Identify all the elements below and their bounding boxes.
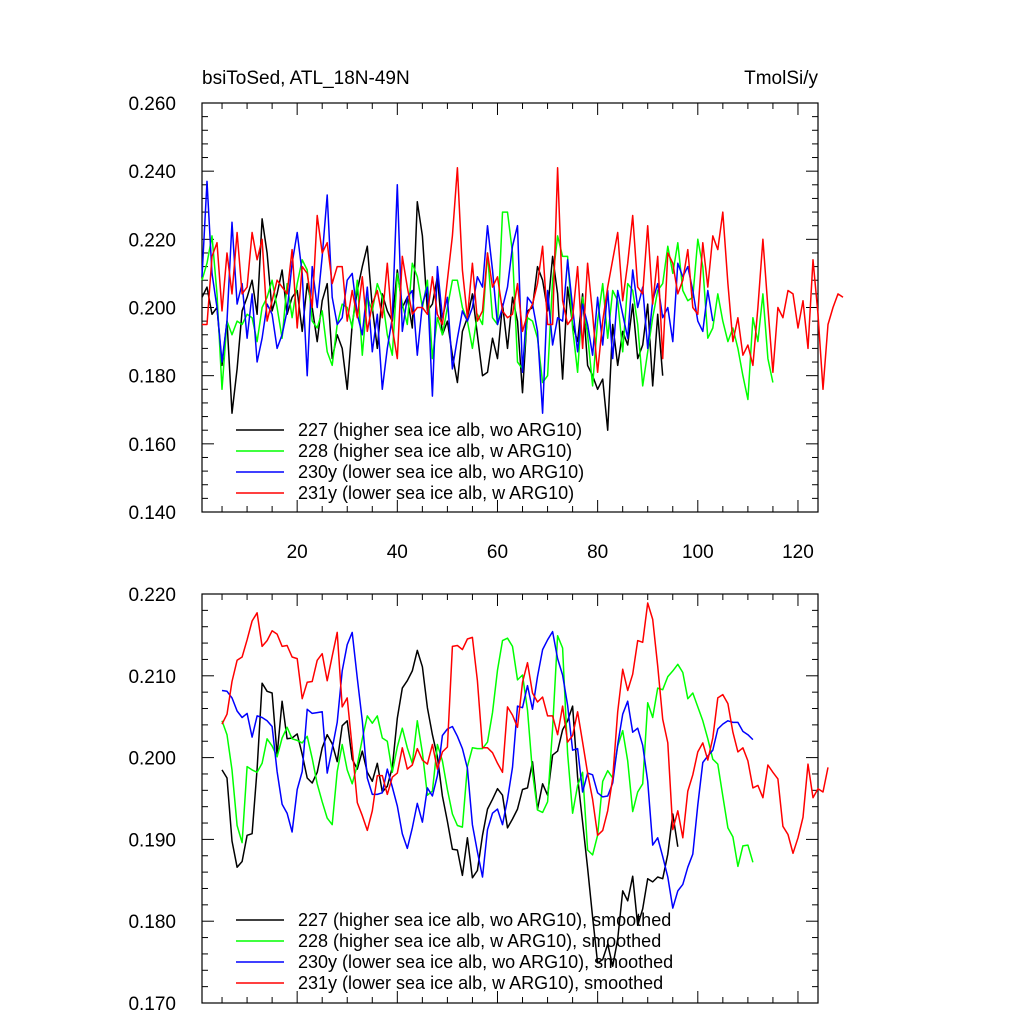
legend-label: 227 (higher sea ice alb, wo ARG10) — [298, 420, 582, 440]
y-tick-label: 0.200 — [128, 749, 176, 770]
x-tick-label: 40 — [387, 542, 408, 563]
legend-label: 228 (higher sea ice alb, w ARG10), smoot… — [298, 931, 661, 951]
y-tick-label: 0.220 — [128, 230, 176, 251]
x-tick-label: 80 — [587, 542, 608, 563]
bottom-panel: 0.170 0.180 0.190 0.200 0.210 0.220 227 (high… — [128, 585, 829, 1015]
top-legend: 227 (higher sea ice alb, wo ARG10)228 (h… — [236, 420, 584, 503]
x-tick-label: 20 — [287, 542, 308, 563]
x-tick-label: 60 — [487, 542, 508, 563]
top-panel: bsiToSed, ATL_18N-49N TmolSi/y 0.140 0.16… — [128, 68, 844, 563]
y-tick-label: 0.210 — [128, 667, 176, 688]
legend-label: 230y (lower sea ice alb, wo ARG10) — [298, 462, 584, 482]
x-tick-label: 100 — [682, 542, 714, 563]
top-panel-title: bsiToSed, ATL_18N-49N — [202, 68, 410, 89]
top-panel-units: TmolSi/y — [744, 68, 818, 89]
legend-label: 230y (lower sea ice alb, wo ARG10), smoo… — [298, 952, 673, 972]
legend-label: 231y (lower sea ice alb, w ARG10), smoot… — [298, 973, 663, 993]
x-tick-label: 120 — [782, 542, 814, 563]
bottom-axis-ticks: 0.170 0.180 0.190 0.200 0.210 0.220 — [128, 585, 818, 1015]
series-line-227 — [201, 201, 664, 431]
legend-label: 227 (higher sea ice alb, wo ARG10), smoo… — [298, 910, 671, 930]
y-tick-label: 0.140 — [128, 503, 176, 524]
y-tick-label: 0.260 — [128, 94, 176, 115]
series-line-227 — [221, 649, 679, 967]
bottom-legend: 227 (higher sea ice alb, wo ARG10), smoo… — [236, 910, 673, 993]
y-tick-label: 0.200 — [128, 299, 176, 320]
bottom-series-lines — [221, 602, 829, 967]
y-tick-label: 0.180 — [128, 367, 176, 388]
top-series-lines — [201, 167, 844, 431]
series-line-228 — [221, 634, 754, 868]
legend-label: 228 (higher sea ice alb, w ARG10) — [298, 441, 572, 461]
series-line-230y — [221, 630, 754, 909]
y-tick-label: 0.190 — [128, 830, 176, 851]
y-tick-label: 0.170 — [128, 994, 176, 1015]
legend-label: 231y (lower sea ice alb, w ARG10) — [298, 483, 574, 503]
series-line-231y — [221, 602, 829, 855]
top-axis-ticks: 0.140 0.160 0.180 0.200 0.220 0.240 0.260 20 40 6… — [128, 94, 818, 563]
series-line-230y — [201, 180, 714, 414]
y-tick-label: 0.240 — [128, 162, 176, 183]
y-tick-label: 0.180 — [128, 912, 176, 933]
bottom-plot-frame — [201, 593, 819, 1004]
series-line-231y — [202, 167, 844, 391]
y-tick-label: 0.220 — [128, 585, 176, 606]
y-tick-label: 0.160 — [128, 435, 176, 456]
